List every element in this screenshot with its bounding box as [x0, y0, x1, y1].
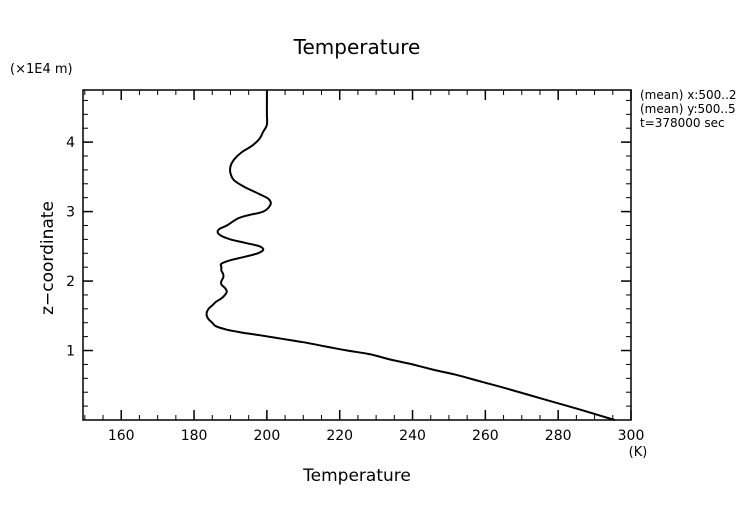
- data-point: [240, 151, 242, 154]
- x-tick-label: 240: [399, 428, 426, 444]
- data-point: [220, 283, 222, 286]
- temperature-series-line: [205, 90, 615, 421]
- data-point: [368, 353, 370, 355]
- data-point: [506, 388, 508, 390]
- data-point: [229, 259, 232, 261]
- data-point: [346, 349, 348, 352]
- data-point: [226, 329, 228, 331]
- data-point: [280, 338, 282, 340]
- data-point: [266, 113, 268, 115]
- x-tick-label: 300: [618, 428, 645, 444]
- data-point: [390, 359, 392, 361]
- data-point: [244, 242, 246, 244]
- data-point: [222, 273, 224, 275]
- data-point: [543, 398, 545, 400]
- data-point: [266, 99, 268, 101]
- data-point: [226, 290, 228, 293]
- data-point: [266, 124, 268, 126]
- data-point: [411, 363, 414, 365]
- data-point: [579, 409, 581, 411]
- data-point: [244, 256, 246, 258]
- data-point: [220, 263, 222, 265]
- data-point: [237, 217, 239, 220]
- data-point: [262, 211, 264, 213]
- plot-frame: [82, 89, 632, 421]
- data-point: [224, 294, 226, 296]
- data-point: [229, 238, 232, 240]
- data-point: [220, 297, 222, 299]
- data-point: [257, 252, 259, 254]
- data-point: [215, 301, 217, 303]
- x-tick-label: 200: [254, 428, 281, 444]
- data-point: [224, 287, 226, 289]
- data-point: [220, 235, 222, 237]
- data-point: [233, 179, 235, 181]
- data-point: [220, 280, 222, 282]
- y-tick-label: 2: [66, 274, 75, 290]
- y-tick-label: 1: [66, 344, 75, 360]
- y-axis-unit: (×1E4 m): [10, 62, 73, 77]
- y-tick-label: 3: [66, 205, 75, 221]
- data-point: [266, 89, 268, 91]
- chart-title: Temperature: [293, 35, 421, 59]
- x-tick-label: 220: [326, 428, 353, 444]
- data-point: [215, 325, 217, 327]
- data-point: [302, 341, 304, 343]
- data-point: [208, 308, 210, 310]
- y-axis-label: z−coordinate: [38, 201, 58, 315]
- data-point: [259, 138, 261, 140]
- data-point: [233, 158, 235, 161]
- series-group: [205, 89, 616, 421]
- data-point: [218, 228, 221, 230]
- annotation-mean-y: (mean) y:500..5: [640, 102, 736, 116]
- data-point: [248, 214, 250, 216]
- data-point: [259, 334, 261, 336]
- data-point: [269, 204, 272, 206]
- data-point: [211, 322, 213, 324]
- y-tick-label: 4: [66, 135, 75, 151]
- data-point: [240, 331, 242, 334]
- data-point: [455, 374, 457, 376]
- x-tick-label: 260: [472, 428, 499, 444]
- data-point: [211, 304, 213, 306]
- data-point: [259, 193, 261, 195]
- data-point: [220, 270, 222, 272]
- data-point: [217, 231, 219, 233]
- x-tick-label: 280: [545, 428, 572, 444]
- x-axis-unit: (K): [629, 445, 648, 460]
- x-tick-label: 160: [108, 428, 135, 444]
- data-point: [206, 311, 208, 313]
- data-point: [222, 277, 224, 279]
- data-point: [226, 224, 228, 227]
- data-point: [220, 266, 222, 268]
- data-point: [244, 186, 246, 188]
- data-point: [229, 172, 232, 174]
- data-point: [481, 381, 483, 383]
- data-point: [259, 245, 261, 247]
- data-point: [208, 318, 210, 320]
- data-point: [229, 165, 232, 167]
- data-point: [251, 145, 253, 147]
- x-tick-label: 180: [181, 428, 208, 444]
- annotation-mean-x: (mean) x:500..2: [640, 88, 737, 102]
- data-point: [262, 249, 264, 251]
- data-point: [206, 315, 208, 317]
- data-point: [262, 131, 264, 133]
- axis-tick-labels: 160 180 200 220 240 260 280 300 1 2 3 4: [66, 135, 644, 444]
- annotation-time: t=378000 sec: [640, 116, 725, 130]
- data-point: [268, 198, 270, 200]
- axis-ticks: [83, 90, 632, 420]
- x-axis-label: Temperature: [302, 466, 411, 486]
- data-point: [433, 369, 435, 371]
- data-point: [614, 419, 616, 421]
- data-point: [324, 345, 326, 347]
